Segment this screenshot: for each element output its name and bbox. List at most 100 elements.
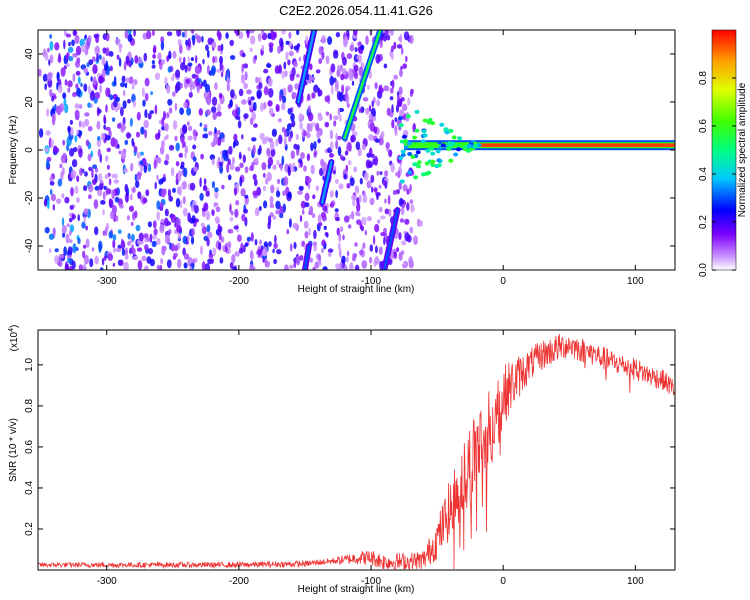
- spectrogram-noise-cell: [313, 84, 319, 93]
- spectrogram-noise-cell: [105, 32, 110, 42]
- spectrogram-noise-cell: [380, 130, 384, 137]
- spectrogram-noise-cell: [303, 220, 309, 229]
- spectrogram-noise-cell: [268, 42, 274, 48]
- spectrogram-noise-cell: [121, 75, 126, 83]
- spectrogram-noise-cell: [109, 94, 114, 101]
- spectrogram-noise-cell: [311, 213, 316, 219]
- carrier-onset-cell: [398, 123, 404, 128]
- spectrogram-noise-cell: [380, 232, 386, 237]
- spectrogram-noise-cell: [335, 217, 340, 222]
- spectrogram-noise-cell: [153, 228, 158, 236]
- spectrogram-noise-cell: [246, 30, 250, 39]
- spectrogram-noise-cell: [130, 193, 133, 201]
- spectrogram-noise-cell: [349, 177, 355, 187]
- spectrogram-noise-cell: [248, 99, 252, 106]
- spectrogram-noise-cell: [187, 121, 190, 126]
- spectrogram-noise-cell: [133, 255, 139, 261]
- x-tick-label: -100: [361, 276, 381, 287]
- spectrogram-noise-cell: [284, 136, 287, 147]
- carrier-onset-cell: [430, 121, 436, 126]
- carrier-onset-cell: [410, 154, 416, 159]
- spectrogram-noise-cell: [66, 52, 70, 61]
- spectrogram-noise-cell: [317, 89, 323, 97]
- spectrogram-noise-cell: [65, 233, 70, 244]
- spectrogram-noise-cell: [146, 30, 152, 40]
- y-tick-label: -20: [24, 190, 35, 205]
- spectrogram-noise-cell: [251, 137, 257, 142]
- colorbar-tick-label: 0.2: [698, 215, 709, 229]
- spectrogram-noise-cell: [105, 126, 111, 131]
- spectrogram-noise-cell: [398, 251, 403, 261]
- spectrogram-noise-cell: [165, 134, 169, 140]
- snr-series-line: [38, 333, 675, 570]
- spectrogram-noise-cell: [355, 141, 361, 150]
- spectrogram-noise-cell: [157, 132, 161, 138]
- spectrogram-noise-cell: [351, 80, 355, 86]
- spectrogram-noise-cell: [343, 39, 348, 48]
- spectrogram-noise-cell: [185, 78, 191, 84]
- spectrogram-noise-cell: [58, 253, 65, 259]
- spectrogram-noise-cell: [124, 30, 128, 39]
- spectrogram-noise-cell: [390, 52, 394, 61]
- spectrogram-noise-cell: [123, 61, 127, 71]
- snr-frame: [37, 329, 676, 571]
- spectrogram-noise-cell: [207, 49, 210, 59]
- spectrogram-noise-cell: [155, 157, 161, 163]
- spectrogram-noise-cell: [124, 183, 129, 193]
- spectrogram-noise-cell: [211, 106, 217, 114]
- spectrogram-noise-cell: [234, 208, 239, 218]
- spectrogram-noise-cell: [391, 104, 394, 115]
- spectrogram-noise-cell: [369, 121, 375, 132]
- spectrogram-noise-cell: [177, 39, 182, 46]
- spectrogram-noise-cell: [76, 175, 80, 183]
- spectrogram-noise-cell: [199, 177, 202, 188]
- spectrogram-noise-cell: [289, 264, 294, 269]
- spectrogram-noise-cell: [75, 70, 81, 76]
- x-tick-label: -200: [229, 276, 249, 287]
- spectrogram-noise-cell: [49, 176, 53, 182]
- spectrogram-noise-cell: [400, 206, 405, 216]
- spectrogram-noise-cell: [291, 120, 296, 128]
- spectrogram-noise-cell: [87, 125, 93, 132]
- spectrogram-noise-cell: [46, 199, 50, 210]
- spectrogram-noise-cell: [130, 221, 134, 227]
- spectrogram-noise-cell: [372, 235, 376, 245]
- spectrogram-noise-cell: [111, 117, 116, 122]
- spectrogram-noise-cell: [277, 45, 282, 54]
- spectrogram-noise-cell: [179, 199, 183, 209]
- spectrogram-noise-cell: [299, 215, 303, 222]
- spectrogram-noise-cell: [289, 243, 293, 252]
- spectrogram-noise-cell: [383, 227, 387, 234]
- spectrogram-noise-cell: [175, 173, 179, 182]
- spectrogram-noise-cell: [264, 178, 269, 185]
- spectrogram-noise-cell: [276, 249, 282, 255]
- spectrogram-noise-cell: [398, 86, 403, 96]
- x-tick-label: -100: [361, 576, 381, 587]
- spectrogram-noise-cell: [370, 174, 375, 184]
- spectrogram-noise-cell: [388, 149, 393, 158]
- spectrogram-noise-cell: [212, 56, 215, 64]
- spectrogram-noise-cell: [313, 245, 317, 252]
- spectrogram-noise-cell: [324, 232, 329, 237]
- spectrogram-noise-cell: [125, 77, 130, 84]
- spectrogram-noise-cell: [333, 50, 339, 59]
- spectrogram-noise-cell: [49, 34, 52, 39]
- spectrogram-noise-cell: [187, 212, 191, 223]
- carrier-onset-cell: [456, 147, 461, 152]
- spectrogram-noise-cell: [154, 181, 157, 190]
- spectrogram-noise-cell: [399, 68, 403, 78]
- spectrogram-noise-cell: [62, 167, 65, 176]
- spectrogram-noise-cell: [123, 261, 129, 270]
- carrier-onset-cell: [416, 160, 422, 165]
- spectrogram-noise-cell: [393, 253, 398, 259]
- spectrogram-noise-cell: [88, 194, 92, 200]
- spectrogram-noise-cell: [50, 193, 57, 202]
- spectrogram-noise-cell: [294, 83, 300, 90]
- spectrogram-noise-cell: [184, 152, 187, 159]
- spectrogram-noise-cell: [100, 132, 106, 141]
- spectrogram-noise-cell: [78, 120, 82, 128]
- snr-x-axis-label: Height of straight line (km): [298, 584, 415, 595]
- spectrogram-noise-cell: [346, 103, 351, 108]
- spectrogram-noise-cell: [144, 77, 150, 87]
- spectrogram-noise-cell: [174, 83, 179, 94]
